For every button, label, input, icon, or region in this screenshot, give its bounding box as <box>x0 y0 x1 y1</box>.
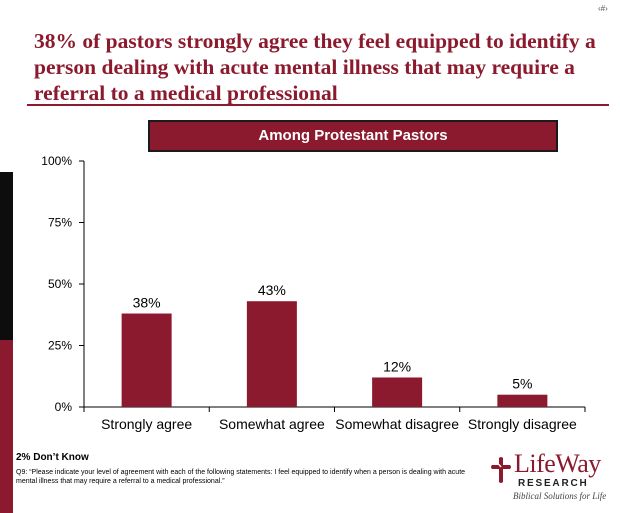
category-label: Strongly agree <box>101 416 192 432</box>
dont-know-note: 2% Don’t Know <box>16 452 89 463</box>
y-tick-label: 75% <box>48 216 72 230</box>
category-label: Somewhat disagree <box>335 416 459 432</box>
logo-subtitle: RESEARCH <box>518 478 589 489</box>
y-tick-label: 100% <box>41 154 72 168</box>
data-label: 5% <box>512 376 532 392</box>
bar <box>497 394 548 407</box>
slide-number: ‹#› <box>598 4 608 13</box>
title-divider <box>27 104 609 106</box>
category-label: Somewhat agree <box>219 416 325 432</box>
y-tick-label: 50% <box>48 277 72 291</box>
logo-wordmark: LifeWay <box>514 449 601 478</box>
chart-title-banner: Among Protestant Pastors <box>148 120 558 152</box>
question-footnote: Q9: “Please indicate your level of agree… <box>16 469 466 485</box>
bar <box>246 301 297 407</box>
y-tick-label: 0% <box>55 400 73 414</box>
logo-tagline: Biblical Solutions for Life <box>513 491 607 501</box>
chart-bars: 38% Strongly agree 43% Somewhat agree 12% Som… <box>101 282 577 432</box>
data-label: 43% <box>258 282 286 298</box>
bar <box>372 377 423 407</box>
category-label: Strongly disagree <box>468 416 577 432</box>
lifeway-cross-icon <box>491 457 511 483</box>
data-label: 12% <box>383 358 411 374</box>
page-title: 38% of pastors strongly agree they feel … <box>34 29 596 105</box>
data-label: 38% <box>133 295 161 311</box>
bar <box>121 313 172 407</box>
side-bar-black <box>0 172 13 340</box>
side-bar-red <box>0 340 13 513</box>
y-tick-label: 25% <box>48 339 72 353</box>
